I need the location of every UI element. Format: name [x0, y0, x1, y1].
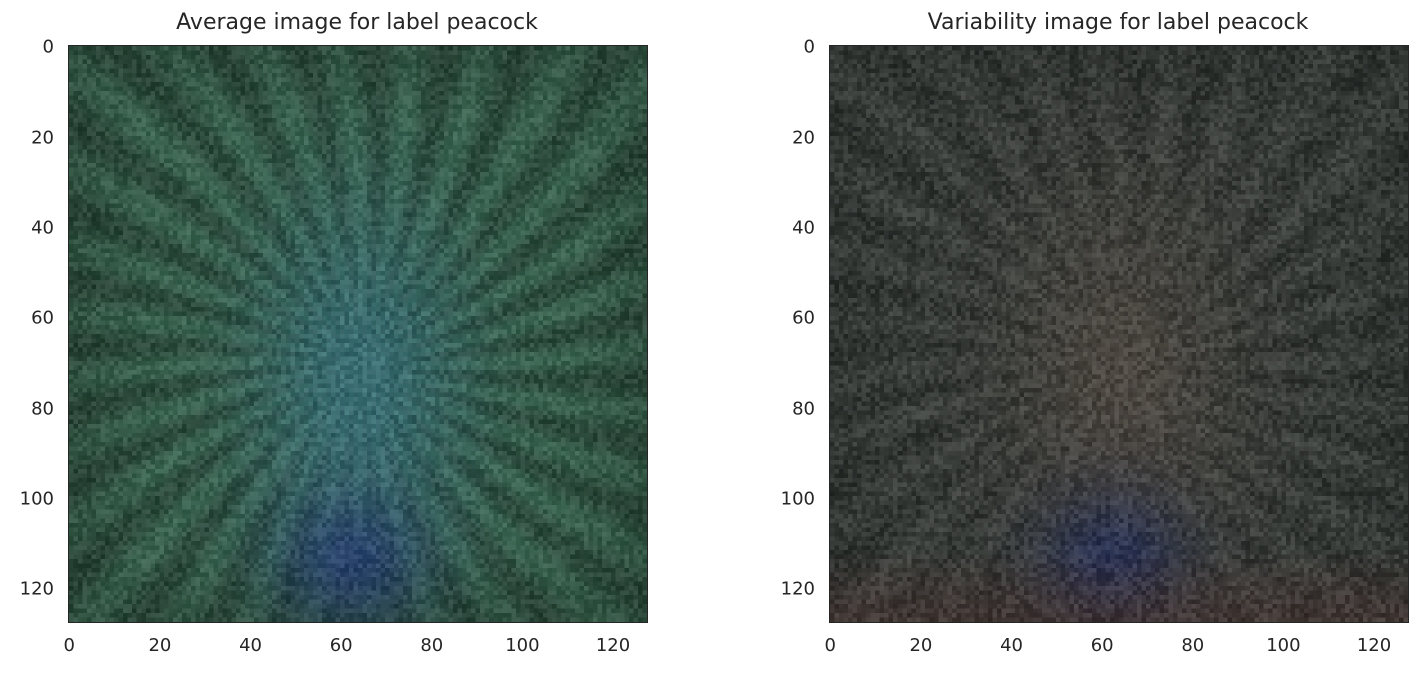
y-tick-label: 100 — [780, 488, 815, 510]
x-tick-label: 60 — [1090, 635, 1114, 656]
y-tick-label: 0 — [42, 36, 54, 58]
x-tick-label: 120 — [595, 635, 631, 656]
x-tick-label: 80 — [1181, 635, 1205, 656]
x-tick-label: 40 — [1000, 635, 1023, 656]
y-tick-label: 20 — [792, 127, 815, 149]
y-tick-label: 120 — [19, 578, 54, 600]
variability-image-pixels — [830, 46, 1408, 622]
y-tick-label: 100 — [19, 488, 54, 510]
x-tick-label: 100 — [505, 635, 540, 656]
x-tick-label: 20 — [909, 635, 933, 656]
x-tick-label: 40 — [239, 635, 262, 656]
average-image — [68, 45, 648, 623]
x-tick-label: 80 — [420, 635, 444, 656]
y-tick-label: 0 — [803, 36, 815, 58]
x-tick-label: 0 — [824, 635, 836, 656]
x-tick-label: 20 — [148, 635, 172, 656]
y-tick-label: 60 — [792, 307, 815, 329]
x-tick-label: 60 — [329, 635, 353, 656]
y-tick-label: 20 — [31, 127, 54, 149]
variability-image — [829, 45, 1409, 623]
x-tick-label: 100 — [1266, 635, 1301, 656]
x-tick-label: 0 — [63, 635, 75, 656]
y-tick-label: 120 — [780, 578, 815, 600]
average-image-pixels — [69, 46, 647, 622]
x-tick-label: 120 — [1356, 635, 1392, 656]
chart-title: Variability image for label peacock — [927, 10, 1309, 35]
y-tick-label: 80 — [792, 398, 815, 419]
y-tick-label: 40 — [792, 217, 815, 239]
y-tick-label: 60 — [31, 307, 54, 329]
chart-title: Average image for label peacock — [176, 10, 538, 35]
y-tick-label: 80 — [31, 398, 54, 419]
y-tick-label: 40 — [31, 217, 54, 239]
average-image-panel: Average image for label peacock 0 20 40 60 8… — [0, 0, 700, 673]
